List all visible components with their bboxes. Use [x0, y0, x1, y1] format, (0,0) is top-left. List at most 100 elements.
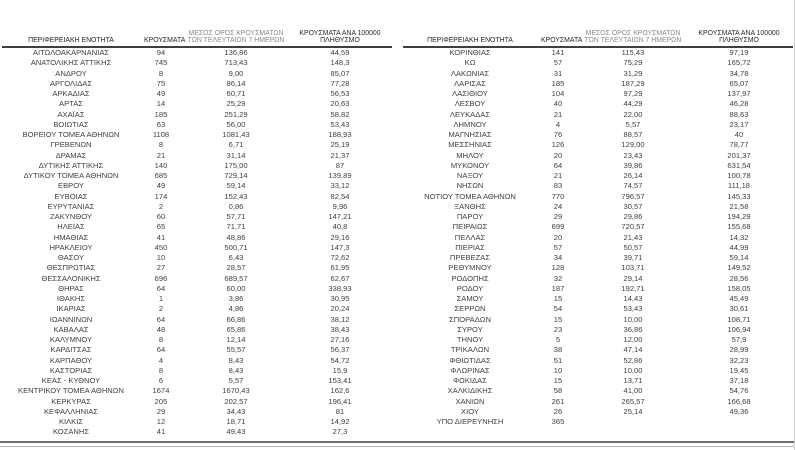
- cases-cell: 8: [158, 365, 164, 375]
- avg7-cell: 10,00: [623, 314, 643, 324]
- cases-cell: 140: [154, 160, 168, 170]
- cases-cell: 76: [553, 130, 563, 139]
- cases-cell: 10: [553, 365, 563, 375]
- avg7-cell: 28,57: [226, 263, 246, 273]
- region-cell: ΠΕΙΡΑΙΩΣ: [452, 222, 488, 232]
- per100k-cell: 28,56: [729, 273, 749, 283]
- cases-cell: 29: [553, 212, 563, 221]
- per100k-cell: 139,89: [328, 171, 352, 180]
- per100k-cell: [687, 417, 791, 427]
- avg7-cell: 97,29: [623, 89, 643, 98]
- table-row: ΑΡΤΑΣ 14 25,29 20,63: [2, 99, 392, 109]
- region-cell: ΚΕΑΣ - ΚΥΘΝΟΥ: [41, 376, 101, 385]
- region-cell: ΜΕΣΣΗΝΙΑΣ: [448, 140, 492, 150]
- region-cell: ΚΕΝΤΡΙΚΟΥ ΤΟΜΕΑ ΑΘΗΝΩΝ: [18, 386, 124, 396]
- report-table-left: ΠΕΡΙΦΕΡΕΙΑΚΗ ΕΝΟΤΗΤΑ ΚΡΟΥΣΜΑΤΑ ΜΕΣΟΣ ΟΡΟ…: [2, 20, 392, 438]
- table-row: ΣΕΡΡΩΝ 54 53,43 30,61: [403, 304, 793, 314]
- per100k-cell: 57,9: [731, 335, 747, 344]
- cases-cell: 14: [156, 99, 166, 109]
- region-cell: ΤΡΙΚΑΛΩΝ: [450, 345, 490, 355]
- table-row: ΑΡΚΑΔΙΑΣ 49 60,71 56,53: [2, 89, 392, 99]
- avg7-cell: 1081,43: [222, 130, 250, 139]
- per100k-cell: 53,43: [330, 119, 350, 129]
- per100k-cell: 33,12: [330, 181, 350, 191]
- table-row: ΛΗΜΝΟΥ 4 5,57 23,17: [403, 120, 793, 130]
- avg7-cell: 0,86: [228, 201, 244, 211]
- cases-cell: 6: [158, 376, 164, 385]
- table-row: ΛΕΣΒΟΥ 40 44,29 46,28: [403, 99, 793, 109]
- avg7-cell: 4,86: [228, 304, 244, 314]
- region-cell: ΕΥΡΥΤΑΝΙΑΣ: [47, 201, 95, 211]
- cases-cell: 64: [553, 160, 563, 170]
- table-row: ΛΑΚΩΝΙΑΣ 31 31,29 34,78: [403, 69, 793, 79]
- avg7-cell: 86,14: [226, 78, 246, 88]
- region-cell: ΜΑΓΝΗΣΙΑΣ: [448, 130, 492, 139]
- region-cell: ΒΟΡΕΙΟΥ ΤΟΜΕΑ ΑΘΗΝΩΝ: [22, 130, 120, 139]
- cases-cell: 51: [553, 355, 563, 365]
- cases-cell: 141: [551, 48, 565, 57]
- region-cell: ΝΟΤΙΟΥ ΤΟΜΕΑ ΑΘΗΝΩΝ: [424, 191, 516, 201]
- cases-cell: 26: [553, 406, 563, 416]
- region-cell: ΥΠΟ ΔΙΕΡΕΥΝΗΣΗ: [436, 417, 504, 426]
- avg7-cell: 10,00: [623, 365, 643, 375]
- per100k-cell: 44,99: [729, 242, 749, 252]
- table-row: ΖΑΚΥΝΘΟΥ 60 57,71 147,21: [2, 212, 392, 222]
- table-row: ΗΜΑΘΙΑΣ 41 48,86 29,16: [2, 233, 392, 243]
- region-cell: ΚΑΒΑΛΑΣ: [53, 324, 89, 334]
- cases-cell: 27: [156, 263, 166, 273]
- cases-cell: 60: [156, 212, 166, 221]
- region-cell: ΝΗΣΩΝ: [456, 181, 484, 191]
- per100k-cell: 87: [335, 160, 345, 170]
- avg7-cell: 152,43: [224, 191, 248, 201]
- cases-cell: 63: [156, 119, 166, 129]
- avg7-cell: 5,57: [625, 119, 641, 129]
- region-cell: ΛΕΣΒΟΥ: [454, 99, 486, 109]
- region-cell: ΦΩΚΙΔΑΣ: [453, 376, 487, 385]
- cases-cell: 8: [158, 140, 164, 150]
- avg7-cell: 6,43: [228, 253, 244, 262]
- avg7-cell: 34,43: [226, 406, 246, 416]
- per100k-cell: 14,32: [729, 232, 749, 242]
- table-row: ΣΥΡΟΥ 23 36,86 106,94: [403, 325, 793, 335]
- table-row: ΑΡΓΟΛΙΔΑΣ 75 86,14 77,28: [2, 79, 392, 89]
- region-cell: ΑΝΔΡΟΥ: [55, 68, 87, 78]
- cases-cell: 75: [156, 78, 166, 88]
- table-row: ΚΕΑΣ - ΚΥΘΝΟΥ 6 5,57 153,41: [2, 376, 392, 386]
- region-cell: ΚΑΛΥΜΝΟΥ: [49, 335, 93, 344]
- per100k-cell: 194,29: [727, 212, 751, 221]
- region-cell: ΛΗΜΝΟΥ: [453, 119, 487, 129]
- per100k-cell: 188,93: [328, 130, 352, 139]
- region-cell: ΔΡΑΜΑΣ: [55, 150, 87, 160]
- cases-cell: 205: [154, 396, 168, 406]
- region-cell: ΔΥΤΙΚΗΣ ΑΤΤΙΚΗΣ: [38, 160, 104, 170]
- table-row: ΝΗΣΩΝ 83 74,57 111,18: [403, 181, 793, 191]
- cases-cell: 696: [154, 273, 168, 283]
- region-cell: ΘΕΣΠΡΩΤΙΑΣ: [46, 263, 96, 273]
- per100k-cell: 162,6: [330, 386, 350, 396]
- cases-cell: 83: [553, 181, 563, 191]
- avg7-cell: 192,71: [621, 283, 645, 293]
- region-cell: ΔΥΤΙΚΟΥ ΤΟΜΕΑ ΑΘΗΝΩΝ: [23, 171, 119, 180]
- avg7-cell: 115,43: [621, 48, 645, 57]
- right-table-body: ΚΟΡΙΝΘΙΑΣ 141 115,43 97,19 ΚΩ 57 75,29 165,72 ΛΑ…: [403, 48, 793, 427]
- table-row: ΛΑΡΙΣΑΣ 185 187,29 65,07: [403, 79, 793, 89]
- per100k-cell: 30,95: [330, 294, 350, 303]
- column-header-region: ΠΕΡΙΦΕΡΕΙΑΚΗ ΕΝΟΤΗΤΑ: [427, 37, 513, 45]
- table-row: ΚΕΡΚΥΡΑΣ 205 202,57 196,41: [2, 397, 392, 407]
- table-row: ΠΕΛΛΑΣ 20 21,43 14,32: [403, 233, 793, 243]
- table-row: ΜΥΚΟΝΟΥ 64 39,86 631,54: [403, 161, 793, 171]
- cases-cell: 365: [551, 417, 565, 426]
- avg7-cell: 31,14: [226, 150, 246, 160]
- table-row: ΙΚΑΡΙΑΣ 2 4,86 20,24: [2, 304, 392, 314]
- avg7-cell: 3,86: [228, 294, 244, 303]
- table-row: ΠΙΕΡΙΑΣ 57 50,57 44,99: [403, 243, 793, 253]
- per100k-cell: 45,49: [729, 294, 749, 303]
- region-cell: ΛΑΡΙΣΑΣ: [454, 78, 486, 88]
- region-cell: ΡΟΔΟΠΗΣ: [451, 273, 489, 283]
- region-cell: ΚΕΡΚΥΡΑΣ: [51, 396, 91, 406]
- per100k-cell: 85,07: [330, 68, 350, 78]
- per100k-cell: 20,24: [330, 304, 350, 314]
- per100k-cell: 56,37: [330, 345, 350, 355]
- cases-cell: 12: [156, 417, 166, 426]
- avg7-cell: 187,29: [621, 78, 645, 88]
